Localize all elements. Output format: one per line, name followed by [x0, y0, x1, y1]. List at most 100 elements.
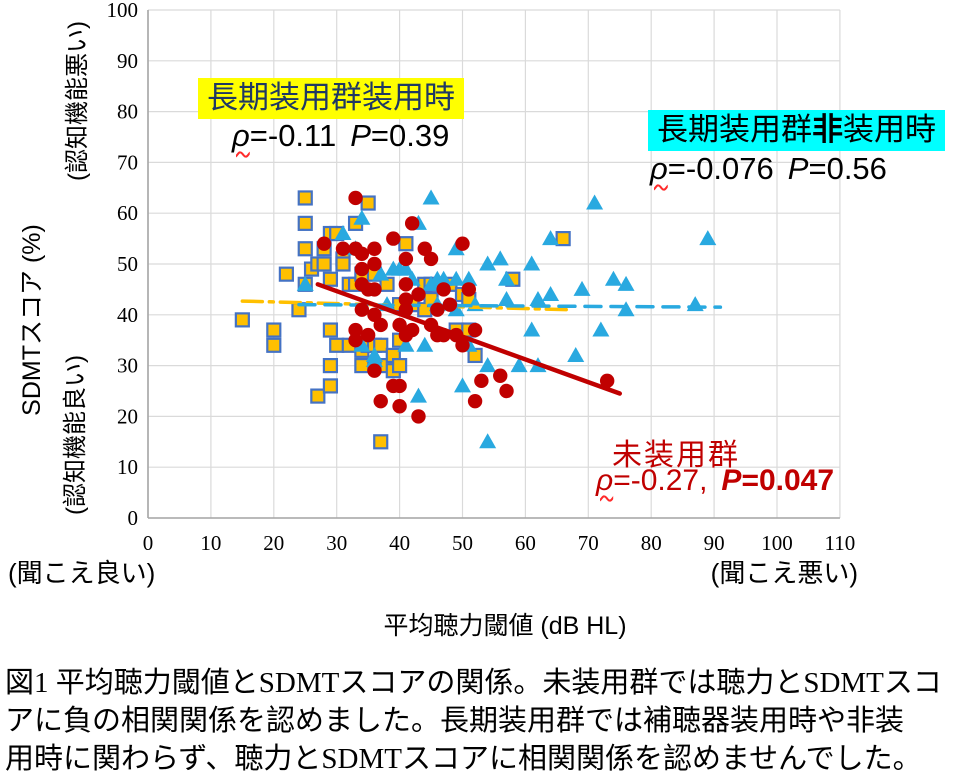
circle-marker [436, 282, 451, 297]
circle-marker [411, 409, 426, 424]
triangle-marker [435, 270, 453, 286]
circle-marker [335, 241, 351, 256]
triangle-marker [447, 240, 465, 256]
y-tick-label: 80 [117, 100, 138, 124]
square-marker [354, 358, 370, 374]
y-tick-label: 40 [117, 303, 138, 327]
triangle-marker [529, 291, 547, 307]
circle-marker [354, 302, 370, 317]
circle-marker [599, 373, 615, 389]
unaided-label-bold: 非 [812, 112, 843, 147]
circle-marker [461, 282, 476, 297]
x-axis-label-good-hearing: (聞こえ良い) [8, 558, 156, 588]
square-marker [297, 241, 313, 257]
nonuser-p-value: =0.047 [741, 464, 835, 497]
unaided-group-label: 長期装用群非装用時 [648, 110, 945, 151]
square-marker [555, 231, 571, 247]
aided-rho-symbol: ρ [232, 118, 250, 153]
circle-marker [404, 322, 420, 338]
unaided-rho-symbol: ρ [650, 151, 668, 186]
circle-marker [499, 383, 514, 399]
triangle-marker [567, 346, 585, 362]
triangle-marker [479, 357, 497, 373]
circle-marker [404, 216, 420, 231]
circle-marker [442, 297, 458, 312]
circle-marker [467, 322, 483, 338]
circle-marker [348, 322, 363, 338]
circle-marker [392, 399, 407, 414]
figure-caption: 図1 平均聴力閾値とSDMTスコアの関係。未装用群では聴力とSDMTスコ アに負… [5, 664, 965, 778]
x-tick-label: 30 [326, 531, 347, 555]
nonuser-p-symbol: P [721, 464, 742, 497]
unaided-rho-value: =-0.076 [667, 151, 774, 186]
axis-lines [147, 10, 840, 519]
circle-marker [455, 236, 470, 251]
square-marker [297, 215, 313, 231]
unaided-trendline [297, 302, 723, 309]
triangle-marker [479, 433, 497, 449]
square-marker [398, 236, 414, 252]
y-axis-label-worse: (認知機能悪い) [64, 21, 91, 181]
y-tick-label: 60 [117, 201, 138, 225]
triangle-marker [542, 230, 560, 246]
circle-marker [367, 241, 382, 256]
triangle-marker [699, 230, 717, 246]
y-tick-label: 70 [117, 150, 138, 174]
nonuser-rho-value: =-0.27, [613, 464, 708, 497]
x-tick-label: 90 [704, 531, 725, 555]
triangle-marker [491, 250, 509, 266]
triangle-marker [416, 336, 434, 352]
triangle-marker [334, 225, 352, 241]
square-marker [335, 256, 351, 272]
square-marker [266, 322, 282, 338]
x-tick-label: 100 [761, 531, 793, 555]
x-tick-label: 40 [389, 531, 410, 555]
circle-marker [373, 393, 388, 409]
triangle-marker [479, 255, 497, 271]
y-tick-label: 0 [128, 506, 139, 530]
square-marker [322, 358, 339, 374]
nonuser-circles-series [316, 190, 615, 424]
triangle-marker [372, 265, 390, 281]
circle-marker [411, 287, 426, 302]
triangle-marker [460, 270, 478, 286]
square-marker [329, 337, 345, 353]
circle-marker [367, 256, 382, 272]
y-tick-label: 30 [117, 354, 138, 378]
caption-line-1: 図1 平均聴力閾値とSDMTスコアの関係。未装用群では聴力とSDMTスコ [5, 667, 942, 699]
triangle-marker [523, 255, 541, 271]
triangle-marker [454, 377, 471, 393]
circle-marker [398, 251, 414, 267]
x-tick-labels: 0 10 20 30 40 50 60 70 80 90 100 110 [143, 531, 856, 555]
circle-marker [398, 302, 414, 317]
square-marker [360, 195, 376, 211]
triangle-marker [397, 260, 415, 276]
x-axis-title: 平均聴力閾値 (dB HL) [383, 612, 627, 640]
triangle-marker [686, 296, 704, 312]
square-marker [322, 378, 339, 394]
triangle-marker [397, 336, 415, 352]
circle-marker [493, 368, 508, 383]
triangle-marker [447, 270, 465, 286]
circle-marker [316, 236, 332, 251]
circle-marker [436, 327, 451, 343]
square-marker [322, 322, 339, 338]
triangle-marker [498, 270, 516, 286]
square-marker [234, 312, 250, 328]
square-marker [392, 358, 408, 374]
circle-marker [354, 246, 370, 262]
aided-rho-value: =-0.11 [249, 118, 337, 153]
square-marker [266, 337, 282, 353]
circle-marker [398, 292, 414, 307]
circle-marker [367, 363, 382, 378]
circle-marker [354, 261, 370, 277]
y-axis-label-better: (認知機能良い) [62, 355, 89, 515]
circle-marker [367, 282, 382, 297]
x-tick-label: 80 [641, 531, 662, 555]
nonuser-group-stats: ρ=-0.27, P=0.047 [596, 464, 834, 498]
triangle-marker [604, 270, 622, 286]
caption-line-2: アに負の相関関係を認めました。長期装用群では補聴器装用時や非装 [5, 705, 905, 737]
triangle-marker [586, 194, 604, 210]
circle-marker [360, 327, 376, 343]
